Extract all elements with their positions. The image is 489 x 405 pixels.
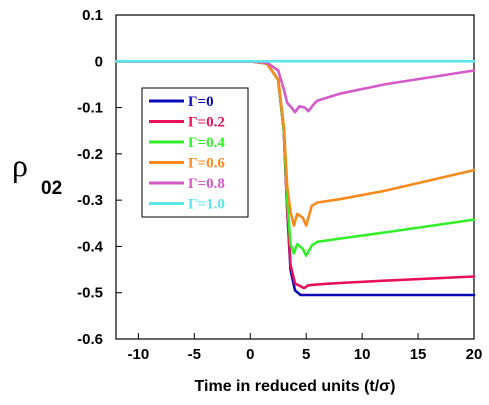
series-lines (114, 60, 476, 297)
legend-box (141, 87, 249, 218)
plot-area (114, 14, 476, 340)
legend-label: Γ=0 (188, 94, 214, 110)
plot-frame (115, 14, 475, 340)
x-tick-label: 5 (302, 346, 310, 363)
x-tick-label: 15 (410, 346, 427, 363)
x-tick-label: -5 (188, 346, 201, 363)
x-tick-label: -10 (128, 346, 150, 363)
x-tick-label: 10 (354, 346, 371, 363)
legend-label: Γ=0.6 (188, 156, 225, 172)
legend-label: Γ=0.2 (188, 115, 225, 131)
y-tick-label: -0.6 (77, 331, 103, 348)
legend-label: Γ=0.8 (188, 176, 225, 192)
x-tick-labels: -10 -5 0 5 10 15 20 (128, 346, 483, 363)
y-tick-label: -0.5 (77, 285, 103, 302)
x-tick-label: 20 (466, 346, 483, 363)
y-axis-title-symbol: ρ (12, 147, 28, 183)
y-tick-label: 0.1 (82, 7, 103, 24)
x-tick-label: 0 (246, 346, 254, 363)
y-axis-title-subscript: 02 (41, 178, 62, 199)
series-line (114, 60, 476, 227)
y-tick-label: -0.4 (77, 238, 104, 255)
legend-entries: Γ=0 Γ=0.2 Γ=0.4 Γ=0.6 Γ=0.8 Γ=1.0 (149, 94, 225, 213)
legend: Γ=0 Γ=0.2 Γ=0.4 Γ=0.6 Γ=0.8 Γ=1.0 (141, 87, 249, 218)
legend-label: Γ=1.0 (188, 197, 225, 213)
y-tick-label: -0.3 (77, 192, 103, 209)
y-tick-label: 0 (95, 53, 103, 70)
y-tick-labels: 0.1 0 -0.1 -0.2 -0.3 -0.4 -0.5 -0.6 (77, 7, 104, 348)
series-line (114, 60, 476, 114)
legend-label: Γ=0.4 (188, 135, 225, 151)
x-axis-title: Time in reduced units (t/σ) (195, 378, 396, 395)
y-tick-label: -0.2 (77, 146, 103, 163)
y-tick-label: -0.1 (77, 100, 103, 117)
